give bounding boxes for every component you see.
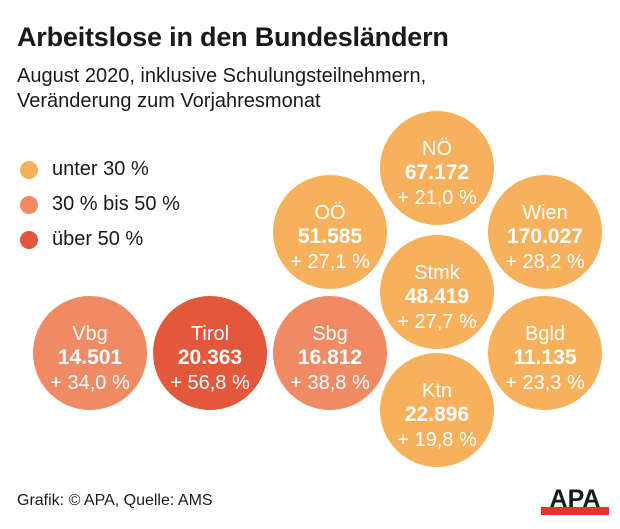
legend-label: über 50 % (52, 228, 144, 250)
legend-item-over-50: über 50 % (20, 222, 180, 257)
bubble-label: Ktn (422, 380, 452, 402)
bubble-circle (380, 353, 494, 467)
bubble-label: Stmk (414, 262, 461, 284)
bubble-circle (488, 175, 602, 289)
bubble-circle (153, 296, 267, 410)
bubble-circle (273, 175, 387, 289)
bubble-change: + 23,3 % (505, 372, 585, 394)
bubble-value: 170.027 (507, 225, 583, 248)
bubble-change: + 28,2 % (505, 251, 585, 273)
bubble-value: 48.419 (405, 285, 469, 308)
bubble-circle (488, 296, 602, 410)
bubble-change: + 27,1 % (290, 251, 370, 273)
bubble-change: + 34,0 % (50, 372, 130, 394)
bubble-value: 16.812 (298, 346, 362, 369)
bubble-change: + 19,8 % (397, 429, 477, 451)
subtitle-line-2: Veränderung zum Vorjahresmonat (17, 90, 321, 112)
legend-item-30-to-50: 30 % bis 50 % (20, 187, 180, 222)
apa-logo: APA (541, 486, 609, 515)
bubble-value: 67.172 (405, 161, 469, 184)
bubble-label: OÖ (314, 202, 345, 224)
bubble-label: Bgld (525, 323, 565, 345)
bubble-value: 11.135 (513, 346, 576, 369)
bubble-circle (273, 296, 387, 410)
bubble-circle (380, 235, 494, 349)
legend-dot-30-to-50 (20, 195, 38, 214)
logo-bar (541, 507, 609, 515)
bubble-value: 14.501 (58, 346, 123, 369)
legend-dot-under-30 (20, 160, 38, 179)
legend: unter 30 % 30 % bis 50 % über 50 % (20, 152, 180, 257)
bubble-label: Wien (522, 202, 568, 224)
bubble-change: + 27,7 % (397, 311, 477, 333)
chart-title: Arbeitslose in den Bundesländern (17, 22, 449, 52)
bubble-value: 20.363 (178, 346, 242, 369)
legend-item-under-30: unter 30 % (20, 152, 180, 187)
legend-dot-over-50 (20, 230, 38, 249)
bubble-label: NÖ (422, 138, 452, 160)
bubble-change: + 38,8 % (290, 372, 370, 394)
bubble-label: Sbg (312, 323, 348, 345)
bubble-circle (380, 111, 494, 225)
subtitle-line-1: August 2020, inklusive Schulungsteilnehm… (17, 65, 427, 87)
bubble-value: 51.585 (298, 225, 363, 248)
bubble-circle (33, 296, 147, 410)
bubble-label: Vbg (72, 323, 108, 345)
source-credit: Grafik: © APA, Quelle: AMS (17, 492, 213, 509)
bubble-change: + 21,0 % (397, 187, 477, 209)
bubble-label: Tirol (191, 323, 229, 345)
bubble-change: + 56,8 % (170, 372, 250, 394)
legend-label: unter 30 % (52, 158, 149, 180)
legend-label: 30 % bis 50 % (52, 193, 180, 215)
chart-subtitle: August 2020, inklusive Schulungsteilnehm… (17, 64, 426, 114)
bubble-value: 22.896 (405, 403, 469, 426)
